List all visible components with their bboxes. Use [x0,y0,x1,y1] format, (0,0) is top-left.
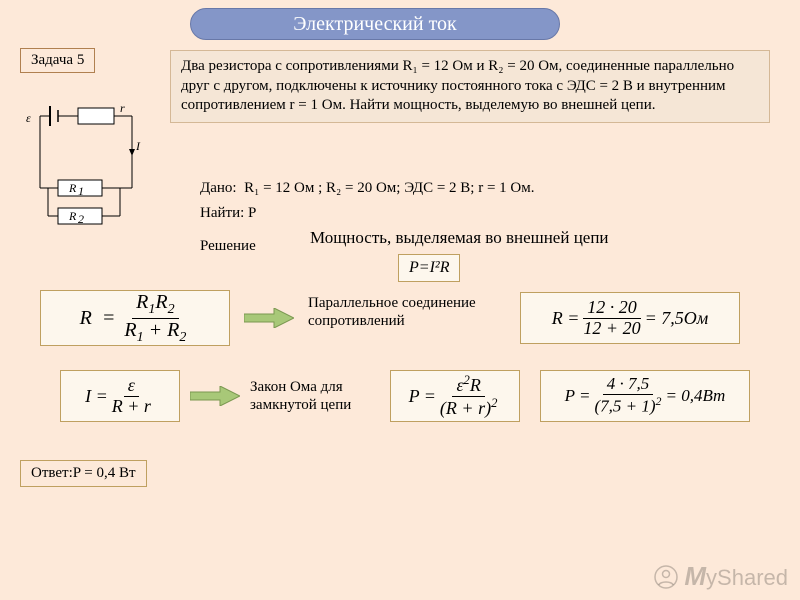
answer-box: Ответ:P = 0,4 Вт [20,460,147,487]
r-label: r [120,101,125,115]
find-line: Найти: P [200,205,256,222]
given-line: Дано: R₁ = 12 Ом ; R₂ = 20 Ом; ЭДС = 2 В… [200,180,535,197]
formula-r-parallel: R = R1R2 R1 + R2 [40,290,230,346]
formula-r-numeric: R = 12 · 20 12 + 20 = 7,5Ом [520,292,740,344]
formula-power-expanded: P = ε2R (R + r)2 [390,370,520,422]
note-parallel: Параллельное соединение сопротивлений [308,294,488,330]
note-ohm-law: Закон Ома для замкнутой цепи [250,378,390,414]
page-title: Электрический ток [190,8,560,40]
formula-power-def: P=I²R [398,254,460,282]
power-heading: Мощность, выделяемая во внешней цепи [310,228,609,248]
svg-text:2: 2 [78,212,84,226]
watermark: MyShared [654,561,788,592]
r2-label: R [68,209,77,223]
solution-label: Решение [200,238,256,255]
formula-power-numeric: P = 4 · 7,5 (7,5 + 1)2 = 0,4Вт [540,370,750,422]
problem-statement: Два резистора с сопротивлениями R₁ = 12 … [170,50,770,123]
task-number-badge: Задача 5 [20,48,95,73]
circuit-diagram: ε r I R1 R2 [20,100,150,250]
arrow-icon [190,386,240,406]
svg-text:1: 1 [78,184,84,198]
arrow-icon [244,308,294,328]
formula-current: I = ε R + r [60,370,180,422]
emf-symbol: ε [26,111,31,125]
current-label: I [135,139,141,153]
r1-label: R [68,181,77,195]
